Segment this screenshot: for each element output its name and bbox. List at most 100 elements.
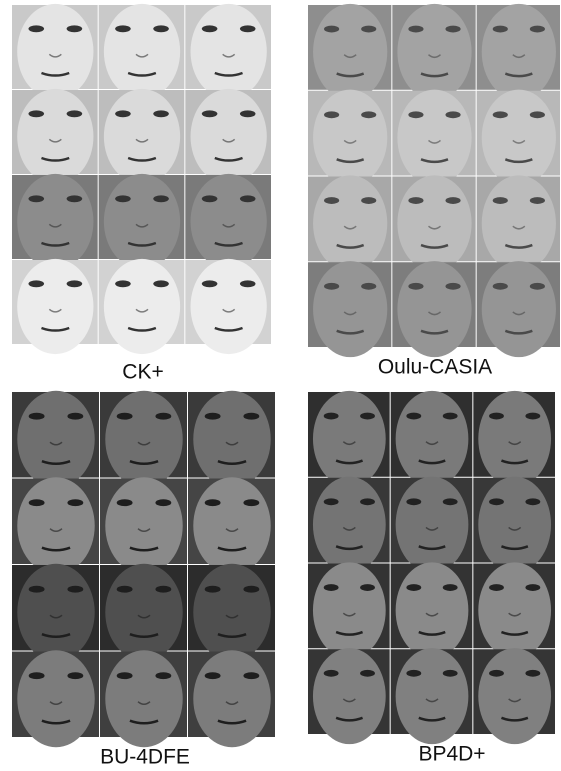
eye [115,110,131,118]
eye [323,498,339,506]
eye [239,195,256,203]
face-image [308,3,392,100]
mouth [41,719,71,725]
nose [512,54,526,59]
face [17,390,95,488]
face [478,648,552,745]
face [481,3,556,100]
nose [512,139,526,144]
face [105,650,183,748]
eye [155,585,172,593]
eye [406,412,422,420]
mouth [504,158,533,164]
eye [201,110,218,118]
face [17,563,95,661]
face-image [308,648,390,745]
eye [115,25,131,33]
face [105,563,183,661]
face [478,562,552,659]
eye [115,280,131,288]
eye [529,111,545,119]
eye [153,25,169,33]
nose [49,528,63,533]
eye [408,197,424,204]
face-image [12,650,99,748]
nose [48,308,62,313]
nose [343,311,357,316]
eye [442,498,458,506]
face-image [100,477,187,575]
face [17,3,94,100]
nose [137,614,151,619]
eye [243,499,260,507]
face [478,390,552,487]
eye [243,412,260,420]
mouth [41,241,70,247]
mouth [335,459,364,465]
face-image [12,563,99,661]
face [312,562,386,659]
face-image [473,390,555,487]
eye [28,672,45,680]
face [313,175,388,272]
nose [508,612,522,617]
face-image [308,261,392,358]
image-grid [12,3,271,355]
eye [406,584,422,591]
face [103,173,181,270]
eye [489,412,504,420]
face-image [185,173,271,270]
face [193,390,271,488]
eye [323,412,339,420]
face [481,175,556,272]
face [313,3,388,100]
eye [445,111,461,119]
nose [342,441,356,446]
eye [243,672,260,680]
eye [28,412,45,420]
eye [116,499,133,507]
eye [66,110,83,118]
eye [360,669,375,677]
face-image [12,477,99,575]
face-image [390,390,473,487]
nose [222,138,236,143]
mouth [335,545,364,551]
eye [28,585,45,593]
mouth [127,326,157,332]
face [313,261,388,358]
eye [445,197,461,204]
nose [342,698,356,703]
face [193,650,271,748]
eye [67,585,84,593]
nose [48,138,62,143]
nose [425,526,439,531]
nose [425,441,439,446]
mouth [41,156,70,162]
mouth [129,719,159,725]
eye [408,111,424,119]
mouth [129,633,159,639]
eye [201,280,218,288]
face-image [308,89,392,186]
nose [428,311,441,316]
eye [204,585,221,593]
mouth [217,719,247,725]
eye [442,412,458,420]
mouth [504,72,533,78]
face-image [476,261,560,358]
face [193,563,271,661]
face-image [392,3,476,100]
face-image [308,476,390,573]
face [190,258,267,355]
face-image [12,390,99,488]
nose [225,441,239,446]
face [312,648,386,745]
eye [153,195,169,203]
eye [28,280,45,288]
panel-label: Oulu-CASIA [378,356,492,379]
mouth [418,545,446,551]
mouth [420,72,449,78]
